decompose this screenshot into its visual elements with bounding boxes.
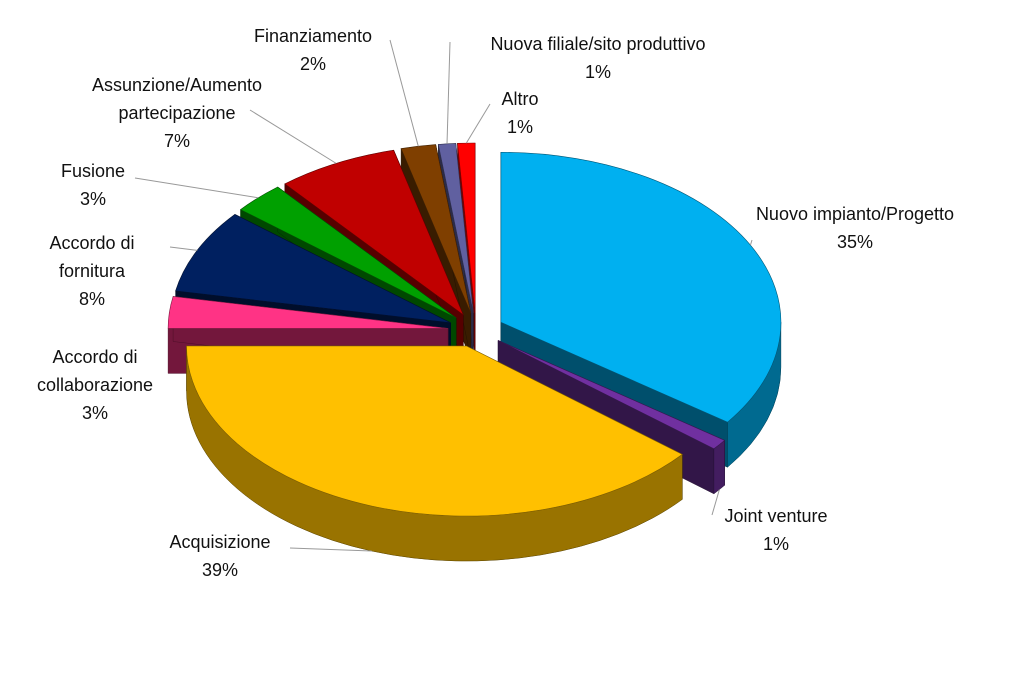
slice-label: Finanziamento 2% [233, 22, 393, 78]
slice-top [284, 149, 465, 316]
category-name: Accordo di fornitura [49, 233, 135, 281]
leader-line [134, 177, 259, 199]
category-name: Altro [501, 89, 539, 109]
value-label: 2% [299, 54, 326, 74]
category-name: Joint venture [724, 506, 828, 526]
value-label: 3% [81, 403, 108, 423]
value-label: 3% [79, 189, 106, 209]
slice-top [239, 186, 457, 319]
value-label: 7% [163, 131, 190, 151]
leader-line [446, 41, 451, 144]
slice-label: Assunzione/Aumento partecipazione 7% [62, 71, 292, 155]
slice-top [175, 214, 451, 324]
slice-label: Acquisizione 39% [140, 528, 300, 584]
value-label: 8% [78, 289, 105, 309]
category-name: Assunzione/Aumento partecipazione [91, 75, 263, 123]
leader-line [249, 109, 337, 164]
category-name: Accordo di collaborazione [36, 347, 154, 395]
slice-label: Nuova filiale/sito produttivo 1% [448, 30, 748, 86]
leader-line [749, 239, 753, 246]
value-label: 1% [506, 117, 533, 137]
slice [186, 345, 683, 562]
slice-label: Fusione 3% [33, 157, 153, 213]
value-label: 39% [201, 560, 239, 580]
category-name: Nuovo impianto/Progetto [755, 204, 955, 224]
slice-label: Accordo di collaborazione 3% [15, 343, 175, 427]
leader-line [465, 103, 491, 144]
leader-line [711, 489, 720, 516]
value-label: 1% [584, 62, 611, 82]
slice-label: Accordo di fornitura 8% [27, 229, 157, 313]
slice-top [167, 296, 449, 329]
category-name: Nuova filiale/sito produttivo [490, 34, 706, 54]
slice-label: Altro 1% [480, 85, 560, 141]
category-name: Acquisizione [169, 532, 271, 552]
leader-line [389, 39, 419, 147]
category-name: Fusione [60, 161, 126, 181]
slice-top [497, 340, 726, 450]
category-name: Finanziamento [253, 26, 373, 46]
slice-top [500, 151, 782, 423]
slice-label: Nuovo impianto/Progetto 35% [750, 200, 960, 256]
slice-wall [713, 439, 725, 495]
slice-top [186, 345, 683, 517]
leader-line [289, 547, 372, 552]
value-label: 1% [762, 534, 789, 554]
slice-label: Joint venture 1% [701, 502, 851, 558]
value-label: 35% [836, 232, 874, 252]
leader-line [169, 246, 198, 251]
